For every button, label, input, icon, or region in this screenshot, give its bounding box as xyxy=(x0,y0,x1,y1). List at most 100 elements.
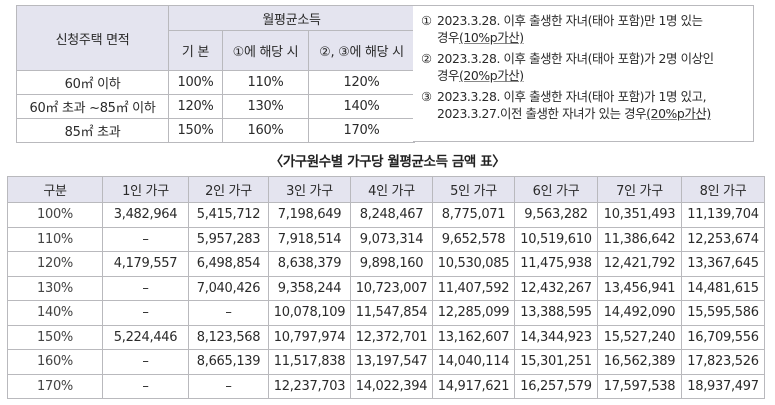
table-row: 120% 4,179,557 6,498,854 8,638,379 9,898,160… xyxy=(7,251,765,277)
percent-cell: 170% xyxy=(7,373,103,399)
note-2: ② 2023.3.28. 이후 출생한 자녀(태아 포함)가 2명 이상인 경우(… xyxy=(421,50,753,84)
amount-cell: 13,367,645 xyxy=(681,251,765,277)
amount-cell: 12,237,703 xyxy=(268,373,351,399)
note-bonus: (10%p가산) xyxy=(459,30,524,45)
header-1-person: 1인 가구 xyxy=(102,176,189,203)
note-number: ③ xyxy=(421,89,432,104)
pct-cell: 160% xyxy=(222,118,309,143)
percent-cell: 130% xyxy=(7,275,103,301)
amount-cell: 8,638,379 xyxy=(268,251,351,277)
amount-cell: 10,519,610 xyxy=(514,226,598,252)
amount-cell: 12,421,792 xyxy=(597,251,682,277)
amount-cell: 5,415,712 xyxy=(188,202,269,228)
table-row: 100% 3,482,964 5,415,712 7,198,649 8,248,467… xyxy=(7,202,765,228)
amount-cell: 10,078,109 xyxy=(268,300,351,326)
amount-cell: 16,709,556 xyxy=(681,324,765,350)
amount-cell: 10,530,085 xyxy=(432,251,515,277)
amount-cell: 10,797,974 xyxy=(268,324,351,350)
amount-cell: 14,492,090 xyxy=(597,300,682,326)
amount-cell: 7,918,514 xyxy=(268,226,351,252)
amount-cell: 8,775,071 xyxy=(432,202,515,228)
amount-cell: 15,301,251 xyxy=(514,349,598,375)
amount-cell: 13,456,941 xyxy=(597,275,682,301)
amount-cell: 10,351,493 xyxy=(597,202,682,228)
amount-cell: 5,224,446 xyxy=(102,324,189,350)
pct-cell: 120% xyxy=(307,70,416,95)
amount-cell: 14,040,114 xyxy=(432,349,515,375)
note-text: 2023.3.28. 이후 출생한 자녀(태아 포함)만 1명 있는 xyxy=(437,13,703,28)
header-3-person: 3인 가구 xyxy=(268,176,351,203)
amount-cell: 11,386,642 xyxy=(597,226,682,252)
amount-cell: 9,652,578 xyxy=(432,226,515,252)
header-case-2-3: ②, ③에 해당 시 xyxy=(307,30,416,71)
amount-cell: 14,344,923 xyxy=(514,324,598,350)
amount-cell: 15,595,586 xyxy=(681,300,765,326)
amount-cell: – xyxy=(102,349,189,375)
note-text: 경우 xyxy=(437,68,459,83)
header-8-person: 8인 가구 xyxy=(681,176,765,203)
amount-cell: 11,517,838 xyxy=(268,349,351,375)
pct-cell: 100% xyxy=(168,70,223,95)
pct-cell: 120% xyxy=(168,94,223,119)
pct-cell: 140% xyxy=(307,94,416,119)
percent-cell: 120% xyxy=(7,251,103,277)
amount-cell: – xyxy=(188,300,269,326)
amount-cell: 3,482,964 xyxy=(102,202,189,228)
area-income-criteria-table: 신청주택 면적 월평균소득 기 본 ①에 해당 시 ②, ③에 해당 시 60㎡… xyxy=(16,5,416,143)
amount-cell: 9,358,244 xyxy=(268,275,351,301)
amount-cell: – xyxy=(102,300,189,326)
amount-cell: 8,248,467 xyxy=(350,202,433,228)
amount-cell: – xyxy=(102,373,189,399)
table-row: 110% –5,957,283 7,918,514 9,073,314 9,652,57… xyxy=(7,226,765,252)
amount-cell: 17,597,538 xyxy=(597,373,682,399)
amount-cell: 16,257,579 xyxy=(514,373,598,399)
table-row: 150% 5,224,446 8,123,568 10,797,974 12,372,7… xyxy=(7,324,765,350)
table-row: 170% – –12,237,703 14,022,394 14,917,621 16,2… xyxy=(7,373,765,399)
household-income-table: 구분 1인 가구 2인 가구 3인 가구 4인 가구 5인 가구 6인 가구 7… xyxy=(7,176,765,399)
amount-cell: 8,123,568 xyxy=(188,324,269,350)
note-1: ① 2023.3.28. 이후 출생한 자녀(태아 포함)만 1명 있는 경우(1… xyxy=(421,12,753,46)
note-text: 2023.3.28. 이후 출생한 자녀(태아 포함)가 2명 이상인 xyxy=(437,51,714,66)
table-caption: 〈가구원수별 가구당 월평균소득 금액 표〉 xyxy=(269,154,506,170)
table-row: 85㎡ 초과 150% 160% 170% xyxy=(16,118,416,143)
amount-cell: 7,040,426 xyxy=(188,275,269,301)
percent-cell: 100% xyxy=(7,202,103,228)
note-bonus: (20%p가산) xyxy=(459,68,524,83)
note-text: 경우 xyxy=(437,30,459,45)
amount-cell: – xyxy=(102,226,189,252)
amount-cell: 4,179,557 xyxy=(102,251,189,277)
amount-cell: 11,407,592 xyxy=(432,275,515,301)
note-3: ③ 2023.3.28. 이후 출생한 자녀(태아 포함)가 1명 있고, 202… xyxy=(421,88,753,122)
header-4-person: 4인 가구 xyxy=(350,176,433,203)
amount-cell: 14,917,621 xyxy=(432,373,515,399)
amount-cell: 14,481,615 xyxy=(681,275,765,301)
pct-cell: 130% xyxy=(222,94,309,119)
amount-cell: 12,253,674 xyxy=(681,226,765,252)
note-bonus: (20%p가산) xyxy=(646,106,711,121)
header-monthly-income: 월평균소득 xyxy=(167,5,416,31)
percent-cell: 140% xyxy=(7,300,103,326)
amount-cell: – xyxy=(188,373,269,399)
header-6-person: 6인 가구 xyxy=(514,176,598,203)
amount-cell: 9,898,160 xyxy=(350,251,433,277)
amount-cell: 6,498,854 xyxy=(188,251,269,277)
header-2-person: 2인 가구 xyxy=(188,176,269,203)
table-row: 130% –7,040,426 9,358,244 10,723,007 11,407,… xyxy=(7,275,765,301)
note-number: ① xyxy=(421,13,432,28)
header-area: 신청주택 면적 xyxy=(16,5,169,71)
amount-cell: – xyxy=(102,275,189,301)
note-number: ② xyxy=(421,51,432,66)
amount-cell: 5,957,283 xyxy=(188,226,269,252)
header-basic: 기 본 xyxy=(168,30,223,71)
table-row: 160% –8,665,139 11,517,838 13,197,547 14,040… xyxy=(7,349,765,375)
amount-cell: 12,285,099 xyxy=(432,300,515,326)
notes-box: ① 2023.3.28. 이후 출생한 자녀(태아 포함)만 1명 있는 경우(1… xyxy=(413,5,754,142)
amount-cell: 11,475,938 xyxy=(514,251,598,277)
amount-cell: 9,563,282 xyxy=(514,202,598,228)
amount-cell: 8,665,139 xyxy=(188,349,269,375)
amount-cell: 9,073,314 xyxy=(350,226,433,252)
percent-cell: 110% xyxy=(7,226,103,252)
table-row: 140% – –10,078,109 11,547,854 12,285,099 13,3… xyxy=(7,300,765,326)
percent-cell: 160% xyxy=(7,349,103,375)
amount-cell: 7,198,649 xyxy=(268,202,351,228)
